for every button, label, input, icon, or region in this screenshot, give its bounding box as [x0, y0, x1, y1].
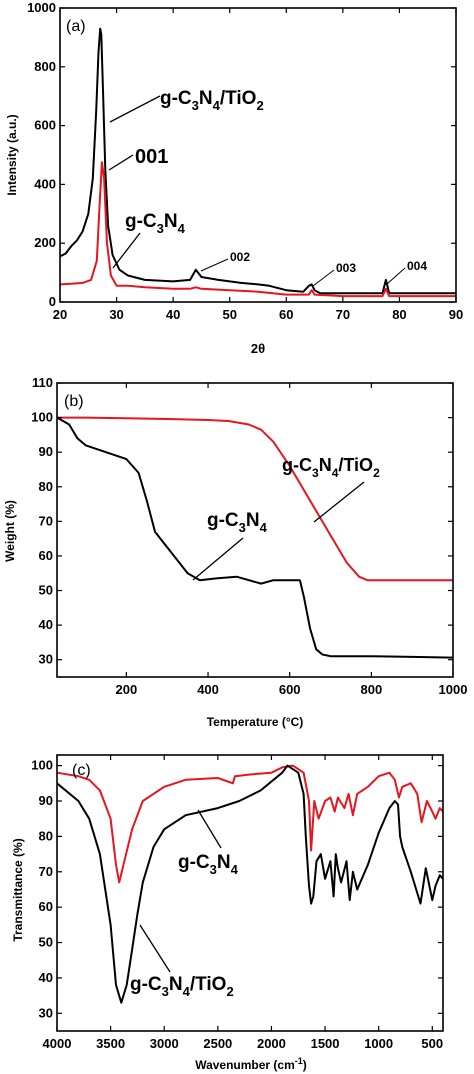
- y-tick-label-b: 30: [39, 652, 53, 667]
- x-tick-label-a: 40: [166, 307, 180, 322]
- y-tick-label-a: 600: [34, 118, 56, 133]
- x-tick-label-c: 2500: [203, 1036, 232, 1051]
- x-tick-label-a: 70: [336, 307, 350, 322]
- annotation-b-composite-arrow: [313, 481, 365, 523]
- plot-c-frame: [56, 754, 444, 1032]
- y-tick-label-b: 110: [32, 375, 53, 390]
- annotation-c-gc3n4-arrow: [197, 809, 222, 849]
- y-tick-label-c: 50: [39, 935, 53, 950]
- panel-b-xlabel: Temperature (°C): [207, 715, 304, 729]
- x-tick-label-c: 1000: [364, 1036, 393, 1051]
- plot-b-axes: 200 400 600 800 1000 30 40 50 60 70 80 90 100 110: [31, 375, 467, 697]
- y-tick-label-c: 30: [39, 1005, 53, 1020]
- panel-b: 200 400 600 800 1000 30 40 50 60 70 80 90 100 110 (b)…: [3, 375, 467, 729]
- x-tick-label-c: 500: [421, 1036, 443, 1051]
- x-tick-label-a: 90: [449, 307, 463, 322]
- y-tick-label-c: 60: [39, 899, 53, 914]
- panel-a: 20 30 40 50 60 70 80 90 0 200 400 600 800 1000 (a) In…: [5, 0, 463, 356]
- annotation-a-002: 002: [230, 250, 250, 264]
- plot-a-series: [59, 27, 456, 298]
- panel-b-label: (b): [64, 393, 84, 410]
- annotation-a-001-arrow: [108, 154, 134, 171]
- annotation-a-gc3n4-arrow: [112, 232, 141, 269]
- y-tick-label-b: 50: [39, 583, 53, 598]
- annotation-a-003-line: [312, 269, 335, 287]
- annotation-a-composite: g-C3N4/TiO2: [160, 88, 264, 113]
- panel-c: 4000 3500 3000 2500 2000 1500 1000 500 30 40 50 60 7…: [11, 754, 444, 1072]
- x-tick-label-c: 4000: [43, 1036, 72, 1051]
- series-a-g-c3n4-tio2: [59, 27, 456, 295]
- x-tick-label-b: 400: [197, 682, 219, 697]
- plot-a-axes: 20 30 40 50 60 70 80 90 0 200 400 600 800 1000: [27, 0, 463, 322]
- x-tick-label-c: 2000: [257, 1036, 286, 1051]
- x-tick-label-a: 60: [279, 307, 293, 322]
- annotation-c-composite: g-C3N4/TiO2: [130, 974, 234, 999]
- x-tick-label-c: 3000: [150, 1036, 179, 1051]
- y-tick-label-b: 60: [39, 548, 53, 563]
- y-tick-label-a: 400: [34, 176, 56, 191]
- annotation-a-composite-arrow: [109, 95, 161, 123]
- series-b-g-c3n4: [56, 416, 454, 659]
- y-tick-label-a: 0: [49, 294, 56, 309]
- x-tick-label-c: 3500: [96, 1036, 125, 1051]
- series-b-g-c3n4-tio2: [57, 416, 453, 582]
- series-c-g-c3n4-tio2: [56, 764, 444, 1004]
- y-tick-label-b: 100: [31, 410, 53, 425]
- x-tick-label-b: 1000: [439, 682, 468, 697]
- panel-a-ylabel: Intensity (a.u.): [5, 114, 19, 195]
- panel-a-xlabel: 2θ: [251, 341, 265, 356]
- y-tick-label-c: 40: [39, 970, 53, 985]
- panel-c-xlabel: Wavenumber (cm-1): [195, 1056, 307, 1072]
- annotation-a-004: 004: [407, 259, 427, 273]
- y-tick-label-b: 90: [39, 444, 53, 459]
- y-tick-label-b: 80: [39, 479, 53, 494]
- annotation-b-gc3n4-arrow: [192, 537, 244, 581]
- x-tick-label-b: 800: [360, 682, 382, 697]
- plot-b-series: [56, 416, 454, 659]
- x-tick-label-a: 50: [222, 307, 236, 322]
- x-tick-label-c: 1500: [311, 1036, 340, 1051]
- series-a-g-c3n4: [59, 161, 456, 298]
- annotation-b-gc3n4: g-C3N4: [207, 510, 268, 535]
- panel-c-label: (c): [72, 762, 91, 779]
- x-tick-label-a: 80: [392, 307, 406, 322]
- y-tick-label-c: 70: [39, 864, 53, 879]
- panel-b-ylabel: Weight (%): [3, 500, 17, 562]
- y-tick-label-a: 1000: [27, 0, 56, 15]
- plot-c-axes: 4000 3500 3000 2500 2000 1500 1000 500 30 40 50 60 7…: [31, 755, 443, 1051]
- series-c-g-c3n4: [56, 764, 444, 884]
- y-tick-label-c: 80: [39, 828, 53, 843]
- y-tick-label-a: 200: [34, 235, 56, 250]
- annotation-a-004-line: [386, 267, 406, 285]
- annotation-a-003: 003: [336, 261, 356, 275]
- annotation-a-001: 001: [135, 146, 168, 168]
- plot-c-series: [56, 764, 444, 1004]
- y-tick-label-b: 70: [39, 513, 53, 528]
- panel-a-label: (a): [66, 18, 86, 35]
- panel-c-ylabel: Transmittance (%): [11, 838, 25, 941]
- plot-b-frame: [56, 382, 454, 678]
- x-tick-label-a: 30: [109, 307, 123, 322]
- annotation-a-002-line: [200, 258, 229, 272]
- x-tick-label-b: 200: [116, 682, 138, 697]
- plot-a-frame: [59, 7, 457, 303]
- y-tick-label-c: 90: [39, 793, 53, 808]
- annotation-a-gc3n4: g-C3N4: [125, 211, 186, 236]
- x-tick-label-b: 600: [279, 682, 301, 697]
- y-tick-label-a: 800: [34, 59, 56, 74]
- x-tick-label-a: 20: [53, 307, 67, 322]
- annotation-c-gc3n4: g-C3N4: [178, 852, 239, 877]
- y-tick-label-b: 40: [39, 617, 53, 632]
- annotation-c-composite-arrow: [139, 924, 171, 973]
- y-tick-label-c: 100: [31, 758, 53, 773]
